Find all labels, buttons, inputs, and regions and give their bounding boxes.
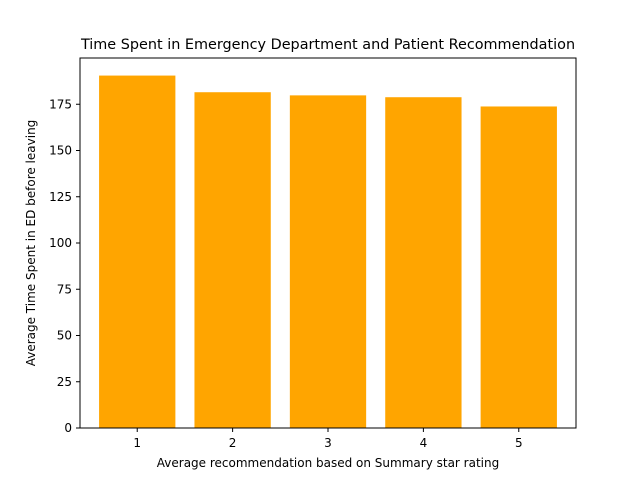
y-tick-label: 75 xyxy=(57,282,72,296)
x-tick-label: 3 xyxy=(324,436,332,450)
bar-3 xyxy=(289,95,367,429)
y-axis-label: Average Time Spent in ED before leaving xyxy=(24,120,38,367)
x-axis-ticks: 1 2 3 4 5 xyxy=(133,428,523,450)
y-tick-label: 175 xyxy=(49,97,72,111)
x-axis-label: Average recommendation based on Summary … xyxy=(157,456,499,470)
y-axis-ticks: 0 25 50 75 100 125 150 175 xyxy=(49,97,80,435)
bar-1 xyxy=(99,75,176,428)
chart-title: Time Spent in Emergency Department and P… xyxy=(80,37,575,53)
y-tick-label: 50 xyxy=(57,329,72,343)
bar-4 xyxy=(385,97,462,428)
y-tick-label: 125 xyxy=(49,190,72,204)
y-tick-label: 100 xyxy=(49,236,72,250)
bar-2 xyxy=(194,92,271,428)
x-tick-label: 4 xyxy=(420,436,428,450)
x-tick-label: 5 xyxy=(515,436,523,450)
bar-5 xyxy=(480,106,557,428)
plot-frame xyxy=(79,57,577,429)
y-tick-label: 150 xyxy=(49,144,72,158)
y-tick-label: 0 xyxy=(64,421,72,435)
y-tick-label: 25 xyxy=(57,375,72,389)
bars xyxy=(99,75,557,429)
x-tick-label: 2 xyxy=(229,436,237,450)
x-tick-label: 1 xyxy=(133,436,141,450)
